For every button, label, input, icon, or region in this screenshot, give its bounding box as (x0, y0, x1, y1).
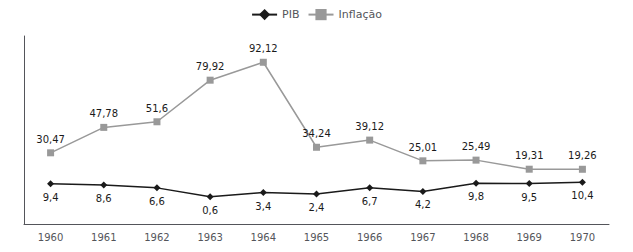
svg-text:0,6: 0,6 (202, 205, 218, 216)
svg-text:8,6: 8,6 (96, 193, 112, 204)
svg-text:47,78: 47,78 (89, 108, 118, 119)
svg-text:1960: 1960 (38, 232, 63, 243)
svg-text:4,2: 4,2 (415, 199, 431, 210)
svg-text:PIB: PIB (282, 8, 299, 21)
svg-text:19,31: 19,31 (515, 150, 544, 161)
svg-text:1964: 1964 (251, 232, 276, 243)
svg-text:10,4: 10,4 (571, 190, 593, 201)
svg-text:30,47: 30,47 (36, 134, 65, 145)
svg-text:1965: 1965 (304, 232, 329, 243)
svg-text:6,6: 6,6 (149, 196, 165, 207)
svg-text:79,92: 79,92 (196, 61, 225, 72)
svg-text:25,49: 25,49 (462, 141, 491, 152)
svg-text:25,01: 25,01 (409, 142, 438, 153)
svg-text:1969: 1969 (517, 232, 542, 243)
svg-text:1966: 1966 (357, 232, 382, 243)
svg-text:51,6: 51,6 (146, 103, 168, 114)
svg-text:9,5: 9,5 (521, 192, 537, 203)
svg-text:1961: 1961 (91, 232, 116, 243)
svg-text:2,4: 2,4 (309, 202, 325, 213)
svg-text:1962: 1962 (144, 232, 169, 243)
svg-text:9,8: 9,8 (468, 191, 484, 202)
svg-text:1963: 1963 (197, 232, 222, 243)
svg-text:1968: 1968 (463, 232, 488, 243)
svg-text:34,24: 34,24 (302, 128, 331, 139)
svg-text:19,26: 19,26 (568, 150, 597, 161)
svg-text:1967: 1967 (410, 232, 435, 243)
svg-text:6,7: 6,7 (362, 196, 378, 207)
svg-text:1970: 1970 (570, 232, 595, 243)
svg-text:3,4: 3,4 (255, 201, 271, 212)
svg-text:39,12: 39,12 (355, 121, 384, 132)
svg-text:92,12: 92,12 (249, 43, 278, 54)
svg-text:9,4: 9,4 (43, 192, 59, 203)
svg-text:Inflação: Inflação (339, 8, 383, 21)
